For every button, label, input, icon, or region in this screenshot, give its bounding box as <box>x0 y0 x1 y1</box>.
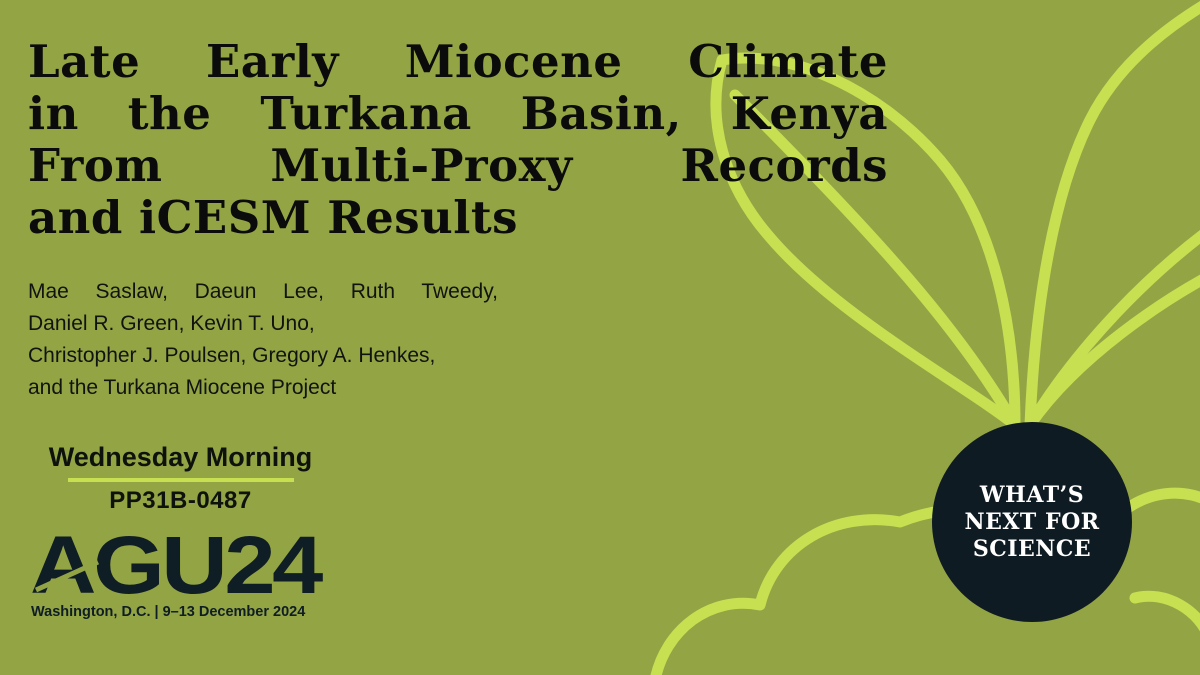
poster-title: Late Early Miocene Climate in the Turkan… <box>28 36 888 244</box>
session-info: Wednesday Morning PP31B-0487 <box>28 440 333 516</box>
badge-line: SCIENCE <box>972 535 1092 562</box>
title-line: and iCESM Results <box>28 191 518 244</box>
badge-line: WHAT’S <box>979 481 1085 508</box>
agu24-logo: AGU24 <box>30 530 327 600</box>
badge-text: WHAT’S NEXT FOR SCIENCE <box>964 482 1099 563</box>
title-line: Late Early Miocene Climate <box>28 35 888 88</box>
agu24-logo-text: AGU24 <box>30 530 324 600</box>
author-line: and the Turkana Miocene Project <box>28 376 337 399</box>
author-line: Daniel R. Green, Kevin T. Uno, <box>28 312 315 335</box>
session-divider <box>67 478 294 482</box>
conference-caption: Washington, D.C. | 9–13 December 2024 <box>31 604 306 620</box>
whats-next-badge: WHAT’S NEXT FOR SCIENCE <box>932 422 1132 622</box>
session-day: Wednesday Morning <box>48 442 313 472</box>
badge-line: NEXT FOR <box>964 508 1100 535</box>
title-line: From Multi-Proxy Records <box>28 139 888 192</box>
title-line: in the Turkana Basin, Kenya <box>28 87 888 140</box>
author-list: Mae Saslaw, Daeun Lee, Ruth Tweedy, Dani… <box>28 276 498 404</box>
author-line: Christopher J. Poulsen, Gregory A. Henke… <box>28 344 436 367</box>
author-line: Mae Saslaw, Daeun Lee, Ruth Tweedy, <box>28 280 498 303</box>
session-code: PP31B-0487 <box>109 487 252 514</box>
